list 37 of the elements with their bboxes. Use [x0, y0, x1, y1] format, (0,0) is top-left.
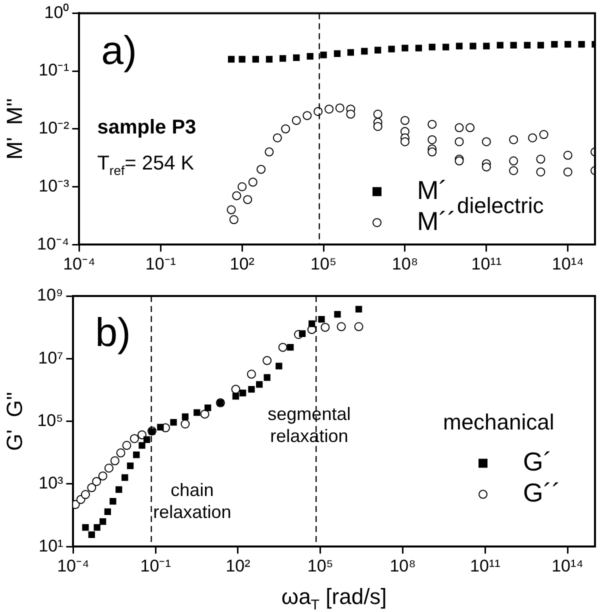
x-tick-label: 10⁸ [390, 556, 416, 576]
x-tick-label: 10¹¹ [470, 556, 501, 576]
annotation: sample P3 [97, 116, 196, 139]
y-tick-label: 10⁻² [38, 118, 70, 138]
x-tick-label: 10⁻¹ [140, 556, 172, 576]
x-tick-label: 10¹⁴ [552, 556, 584, 576]
legend-label: G´´ [523, 477, 561, 508]
annotation: segmental relaxation [268, 404, 351, 446]
x-tick-label: 10⁻⁴ [63, 254, 96, 274]
legend-label: G´ [523, 446, 552, 476]
x-tick-label: 10⁻⁴ [57, 556, 90, 576]
x-tick-label: 10⁻¹ [145, 254, 176, 274]
x-tick-label: 10² [226, 556, 251, 576]
y-tick-label: 10⁻¹ [38, 60, 70, 80]
y-axis-title: G' G'' [2, 392, 28, 451]
legend-label: M´ [417, 174, 448, 205]
y-tick-label: 10⁷ [38, 348, 64, 368]
y-tick-label: 10⁻³ [38, 176, 70, 196]
x-tick-label: 10² [230, 254, 255, 274]
legend-label: M´´ [417, 206, 456, 236]
annotation: b) [95, 311, 131, 356]
legend-title: mechanical [443, 409, 554, 434]
y-tick-label: 10⁻⁴ [36, 234, 70, 254]
legend-title: dielectric [457, 193, 544, 218]
y-axis-title: M' M'' [2, 98, 28, 160]
x-tick-label: 10⁵ [310, 254, 337, 274]
x-tick-label: 10¹⁴ [552, 254, 584, 274]
y-tick-label: 10¹ [38, 536, 64, 556]
x-tick-label: 10⁸ [392, 254, 418, 274]
x-tick-label: 10¹¹ [471, 254, 502, 274]
y-tick-label: 10⁵ [37, 410, 64, 430]
annotation: a) [101, 29, 137, 74]
y-tick-label: 10³ [38, 474, 64, 493]
annotation: chain relaxation [153, 480, 232, 522]
x-tick-label: 10⁵ [307, 556, 334, 576]
y-tick-label: 10⁹ [36, 286, 64, 305]
y-tick-label: 10⁰ [44, 2, 70, 22]
